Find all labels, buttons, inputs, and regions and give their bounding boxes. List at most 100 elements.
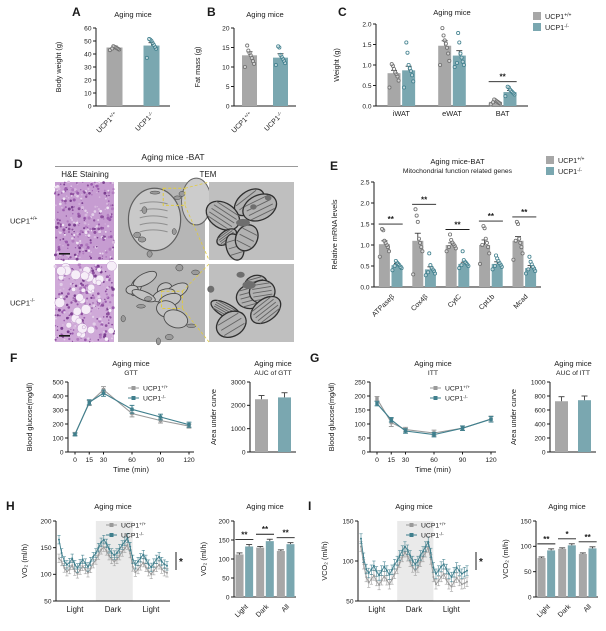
svg-text:60: 60: [128, 457, 136, 464]
svg-text:AUC of ITT: AUC of ITT: [556, 370, 590, 377]
svg-text:100: 100: [52, 435, 63, 442]
svg-text:UCP1-/-: UCP1-/-: [545, 23, 569, 32]
svg-text:50: 50: [44, 598, 52, 605]
svg-text:3000: 3000: [231, 379, 246, 386]
svg-text:**: **: [241, 531, 248, 540]
svg-text:0: 0: [542, 449, 546, 456]
svg-text:200: 200: [52, 421, 63, 428]
svg-text:Cpt1b: Cpt1b: [478, 293, 496, 311]
svg-text:200: 200: [534, 435, 545, 442]
svg-text:5: 5: [226, 84, 230, 91]
svg-text:0: 0: [226, 594, 230, 601]
svg-text:VCO₂ (ml/h): VCO₂ (ml/h): [320, 541, 329, 580]
svg-text:*: *: [565, 530, 569, 539]
svg-text:100: 100: [40, 572, 51, 579]
svg-text:Dark: Dark: [406, 605, 423, 614]
svg-text:Aging mice: Aging mice: [246, 502, 284, 511]
svg-text:Mcad: Mcad: [513, 293, 530, 310]
vco2-bar-chart: Aging mice VCO₂ (ml/h) 0 50 100 150 ** Light * Da…: [501, 502, 598, 619]
svg-text:Dark: Dark: [557, 603, 573, 619]
itt-line-chart: Aging mice ITT Blood glucose(mg/dl) 0 50 100 1…: [327, 359, 497, 474]
panel-d-row-wt: UCP1+/+: [10, 216, 38, 226]
svg-text:600: 600: [534, 407, 545, 414]
panel-label-g: G: [310, 351, 320, 365]
svg-text:Relative mRNA levels: Relative mRNA levels: [330, 199, 339, 270]
gtt-auc-bar-chart: Aging mice AUC of GTT Area under curve 0 100…: [209, 359, 296, 456]
svg-text:0: 0: [226, 103, 230, 110]
svg-text:Light: Light: [443, 605, 461, 614]
panel-d-header: Aging mice -BAT: [141, 152, 205, 162]
svg-text:1000: 1000: [531, 379, 546, 386]
svg-text:300: 300: [52, 407, 63, 414]
svg-text:50: 50: [358, 435, 366, 442]
svg-text:**: **: [454, 221, 461, 230]
svg-text:UCP1-/-: UCP1-/-: [143, 394, 166, 402]
svg-text:ITT: ITT: [428, 370, 438, 377]
svg-text:Aging mice: Aging mice: [254, 359, 292, 368]
panel-label-h: H: [6, 499, 15, 513]
svg-text:Time (min): Time (min): [113, 465, 149, 474]
svg-text:**: **: [283, 529, 290, 538]
svg-text:400: 400: [52, 393, 63, 400]
svg-text:All: All: [281, 603, 292, 614]
svg-text:Mitochondrial function related: Mitochondrial function related genes: [403, 168, 513, 175]
panel-label-i: I: [308, 499, 312, 513]
svg-text:200: 200: [40, 518, 51, 525]
panel-label-d: D: [14, 157, 23, 171]
svg-text:150: 150: [218, 537, 229, 544]
svg-text:10: 10: [84, 90, 92, 97]
svg-text:Aging mice: Aging mice: [548, 502, 586, 511]
svg-text:150: 150: [342, 518, 353, 525]
svg-text:1.0: 1.0: [360, 242, 369, 249]
vo2-bar-chart: Aging mice VO₂ (ml/h) 0 50 100 150 200 ** Light *…: [199, 502, 296, 619]
microscopy-row-ko: [53, 260, 294, 346]
svg-text:iWAT: iWAT: [393, 109, 411, 118]
svg-text:All: All: [583, 603, 594, 614]
svg-text:0: 0: [242, 449, 246, 456]
svg-text:UCP1-/-: UCP1-/-: [263, 110, 286, 133]
svg-text:50: 50: [524, 569, 532, 576]
panel-label-b: B: [207, 5, 216, 19]
svg-text:0.5: 0.5: [362, 83, 371, 90]
svg-text:UCP1+/+: UCP1+/+: [121, 521, 146, 529]
svg-text:1000: 1000: [231, 426, 246, 433]
svg-text:Light: Light: [67, 605, 85, 614]
microscopy-row-wt: [53, 177, 294, 262]
svg-text:0: 0: [60, 449, 64, 456]
itt-auc-bar-chart: Aging mice AUC of ITT Area under curve 0 200…: [509, 359, 596, 456]
svg-text:90: 90: [157, 457, 165, 464]
svg-text:100: 100: [354, 421, 365, 428]
panel-label-a: A: [72, 5, 81, 19]
svg-text:Aging mice: Aging mice: [112, 359, 150, 368]
svg-text:Dark: Dark: [105, 605, 122, 614]
svg-text:UCP1-/-: UCP1-/-: [134, 110, 157, 133]
svg-text:150: 150: [40, 545, 51, 552]
svg-text:ATPaseβ: ATPaseβ: [371, 293, 396, 318]
svg-text:60: 60: [430, 457, 438, 464]
svg-text:60: 60: [84, 25, 92, 32]
svg-text:BAT: BAT: [496, 109, 510, 118]
svg-text:Area under curve: Area under curve: [509, 389, 518, 445]
svg-text:2.0: 2.0: [360, 200, 369, 207]
svg-text:200: 200: [218, 518, 229, 525]
svg-text:40: 40: [84, 51, 92, 58]
svg-text:CytC: CytC: [447, 293, 463, 309]
panel-d-col-he: H&E Staining: [61, 170, 109, 179]
svg-text:30: 30: [100, 457, 108, 464]
panel-d-col-tem: TEM: [199, 170, 217, 179]
svg-text:**: **: [421, 195, 428, 204]
svg-text:50: 50: [222, 575, 230, 582]
svg-text:200: 200: [354, 393, 365, 400]
svg-text:Weight (g): Weight (g): [332, 48, 341, 82]
svg-text:**: **: [585, 533, 592, 542]
svg-text:Light: Light: [368, 605, 386, 614]
svg-text:UCP1-/-: UCP1-/-: [445, 394, 468, 402]
fat-mass-bar-chart: Aging mice Fat mass (g) 0 5 10 15 20 UCP1+/+ UCP…: [193, 10, 296, 135]
panel-label-f: F: [10, 351, 18, 365]
svg-text:UCP1-/-: UCP1-/-: [421, 531, 444, 539]
svg-text:2000: 2000: [231, 403, 246, 410]
svg-text:AUC of GTT: AUC of GTT: [254, 370, 291, 377]
svg-text:UCP1-/-: UCP1-/-: [121, 531, 144, 539]
gtt-line-chart: Aging mice GTT Blood glucose(mg/dl) 0 100 200…: [25, 359, 195, 474]
